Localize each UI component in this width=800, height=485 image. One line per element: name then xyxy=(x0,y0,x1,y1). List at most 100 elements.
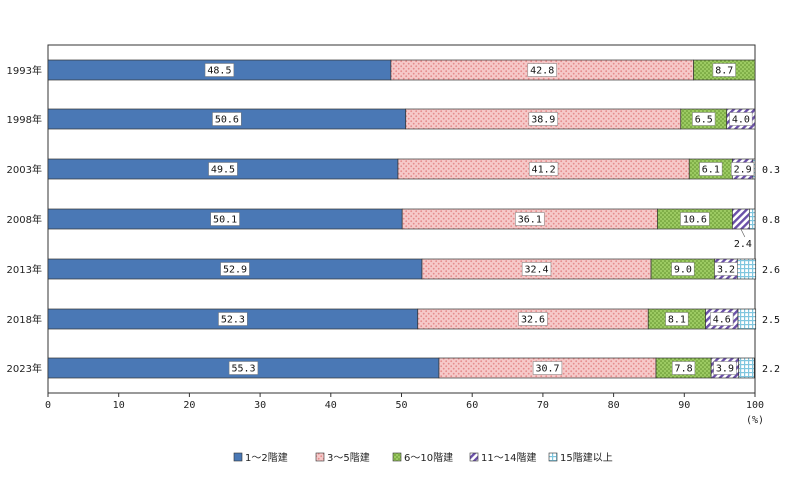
x-tick-label: 70 xyxy=(537,400,549,411)
bar-label-box-1993年-6～10階建 xyxy=(712,63,736,77)
bar-2018年-15階建以上 xyxy=(737,308,757,330)
bar-label-2023年-6～10階建: 7.8 xyxy=(675,364,693,375)
bar-label-2003年-11～14階建: 2.9 xyxy=(734,165,752,176)
bar-label-2003年-6～10階建: 6.1 xyxy=(702,165,720,176)
bar-label-2008年-11～14階建: 2.4 xyxy=(734,239,752,250)
bar-label-2013年-3～5階建: 32.4 xyxy=(524,265,548,276)
bar-label-2018年-6～10階建: 8.1 xyxy=(668,315,686,326)
category-label: 2013年 xyxy=(7,263,42,276)
legend-swatch-6～10階建 xyxy=(392,452,402,462)
legend-label-3～5階建: 3～5階建 xyxy=(327,451,370,464)
x-tick-label: 60 xyxy=(466,400,478,411)
bar-label-2023年-15階建以上: 2.2 xyxy=(762,364,780,375)
x-tick-label: 10 xyxy=(113,400,125,411)
bar-label-1993年-1～2階建: 48.5 xyxy=(207,66,231,77)
bar-label-box-2008年-3～5階建 xyxy=(515,212,545,226)
legend-swatch-1～2階建 xyxy=(233,452,243,462)
bar-label-2003年-15階建以上: 0.3 xyxy=(762,165,780,176)
bar-label-1998年-1～2階建: 50.6 xyxy=(215,115,239,126)
legend-label-15階建以上: 15階建以上 xyxy=(560,451,613,464)
bar-label-box-1998年-1～2階建 xyxy=(212,112,242,126)
bar-label-2008年-15階建以上: 0.8 xyxy=(762,215,780,226)
legend-swatch-3～5階建 xyxy=(315,452,325,462)
bar-label-1998年-6～10階建: 6.5 xyxy=(695,115,713,126)
bar-label-2013年-1～2階建: 52.9 xyxy=(223,265,247,276)
bar-label-2018年-3～5階建: 32.6 xyxy=(521,315,545,326)
bars xyxy=(47,59,757,379)
bar-label-box-2023年-1～2階建 xyxy=(228,361,259,375)
category-label: 2008年 xyxy=(7,213,42,226)
bar-label-box-2003年-1～2階建 xyxy=(208,162,238,176)
bar-label-box-2018年-6～10階建 xyxy=(665,312,689,326)
bar-label-box-1998年-3～5階建 xyxy=(528,112,558,126)
bar-label-box-2008年-1～2階建 xyxy=(210,212,240,226)
bar-label-2018年-15階建以上: 2.5 xyxy=(762,315,780,326)
x-tick-label: 30 xyxy=(254,400,266,411)
x-tick-label: 50 xyxy=(395,400,407,411)
bar-label-2003年-3～5階建: 41.2 xyxy=(532,165,556,176)
bar-label-box-1998年-6～10階建 xyxy=(692,112,716,126)
bar-label-box-2003年-6～10階建 xyxy=(699,162,723,176)
bar-2023年-15階建以上 xyxy=(738,357,755,379)
x-axis: 0 10 20 30 40 50 60 70 80 90 100 (%) xyxy=(45,393,764,426)
bar-label-2008年-6～10階建: 10.6 xyxy=(683,215,707,226)
legend-label-11～14階建: 11～14階建 xyxy=(481,451,536,464)
x-tick-label: 90 xyxy=(678,400,690,411)
category-label: 2018年 xyxy=(7,313,42,326)
bar-label-box-2023年-3～5階建 xyxy=(532,361,563,375)
bar-2013年-15階建以上 xyxy=(736,258,757,280)
bar-label-2023年-11～14階建: 3.9 xyxy=(716,364,734,375)
bar-label-box-2003年-11～14階建 xyxy=(731,162,755,176)
bar-2008年-15階建以上 xyxy=(748,208,756,230)
bar-label-2013年-11～14階建: 3.2 xyxy=(717,265,735,276)
bar-label-box-2013年-6～10階建 xyxy=(671,262,695,276)
bar-label-2013年-6～10階建: 9.0 xyxy=(674,265,692,276)
bar-label-box-2023年-11～14階建 xyxy=(713,361,737,375)
bar-label-box-2023年-6～10階建 xyxy=(672,361,696,375)
legend: 1～2階建 3～5階建 6～10階建 11～14階建 15階建以上 xyxy=(233,451,613,464)
bar-label-box-1998年-11～14階建 xyxy=(729,112,753,126)
category-labels: 1993年 1998年 2003年 2008年 2013年 2018年 2023年 xyxy=(7,64,42,375)
bar-label-box-2018年-3～5階建 xyxy=(518,312,548,326)
bar-label-box-1993年-3～5階建 xyxy=(527,63,557,77)
legend-label-1～2階建: 1～2階建 xyxy=(245,451,288,464)
bar-label-box-2003年-3～5階建 xyxy=(528,162,559,176)
category-label: 2003年 xyxy=(7,163,42,176)
bar-label-2023年-3～5階建: 30.7 xyxy=(535,364,559,375)
x-tick-label: 20 xyxy=(183,400,195,411)
bar-label-2008年-3～5階建: 36.1 xyxy=(518,215,542,226)
bar-label-1993年-3～5階建: 42.8 xyxy=(530,66,554,77)
legend-swatch-15階建以上 xyxy=(548,452,558,462)
legend-label-6～10階建: 6～10階建 xyxy=(404,451,453,464)
bar-label-2003年-1～2階建: 49.5 xyxy=(211,165,235,176)
bar-label-1993年-6～10階建: 8.7 xyxy=(715,66,733,77)
bar-label-2023年-1～2階建: 55.3 xyxy=(231,364,255,375)
category-label: 2023年 xyxy=(7,362,42,375)
bar-label-box-2013年-1～2階建 xyxy=(220,262,250,276)
bar-label-box-2008年-6～10階建 xyxy=(680,212,710,226)
bar-label-2008年-1～2階建: 50.1 xyxy=(213,215,237,226)
category-label: 1993年 xyxy=(7,64,42,77)
bar-label-2018年-1～2階建: 52.3 xyxy=(221,315,245,326)
bar-label-1998年-3～5階建: 38.9 xyxy=(531,115,555,126)
x-tick-label: 80 xyxy=(608,400,620,411)
x-tick-label: 0 xyxy=(45,400,51,411)
bar-labels: 48.5 42.8 8.7 50.6 38.9 6.5 4.0 49.5 41.2 6.1 2.9 0… xyxy=(204,63,780,375)
bar-2008年-11～14階建 xyxy=(732,208,750,230)
x-tick-label: 100 xyxy=(746,400,764,411)
x-tick-label: 40 xyxy=(325,400,337,411)
x-unit-label: (%) xyxy=(746,415,764,426)
bar-label-box-1993年-1～2階建 xyxy=(204,63,235,77)
bar-label-2013年-15階建以上: 2.6 xyxy=(762,265,780,276)
category-label: 1998年 xyxy=(7,113,42,126)
bar-label-box-2018年-11～14階建 xyxy=(710,312,734,326)
bar-label-2018年-11～14階建: 4.6 xyxy=(713,315,731,326)
bar-label-box-2018年-1～2階建 xyxy=(218,312,248,326)
bar-label-box-2013年-3～5階建 xyxy=(521,262,552,276)
leader-2008年-11～14階建 xyxy=(740,228,746,238)
bar-label-box-2013年-11～14階建 xyxy=(714,262,738,276)
bar-label-1998年-11～14階建: 4.0 xyxy=(732,115,750,126)
legend-swatch-11～14階建 xyxy=(469,452,479,462)
